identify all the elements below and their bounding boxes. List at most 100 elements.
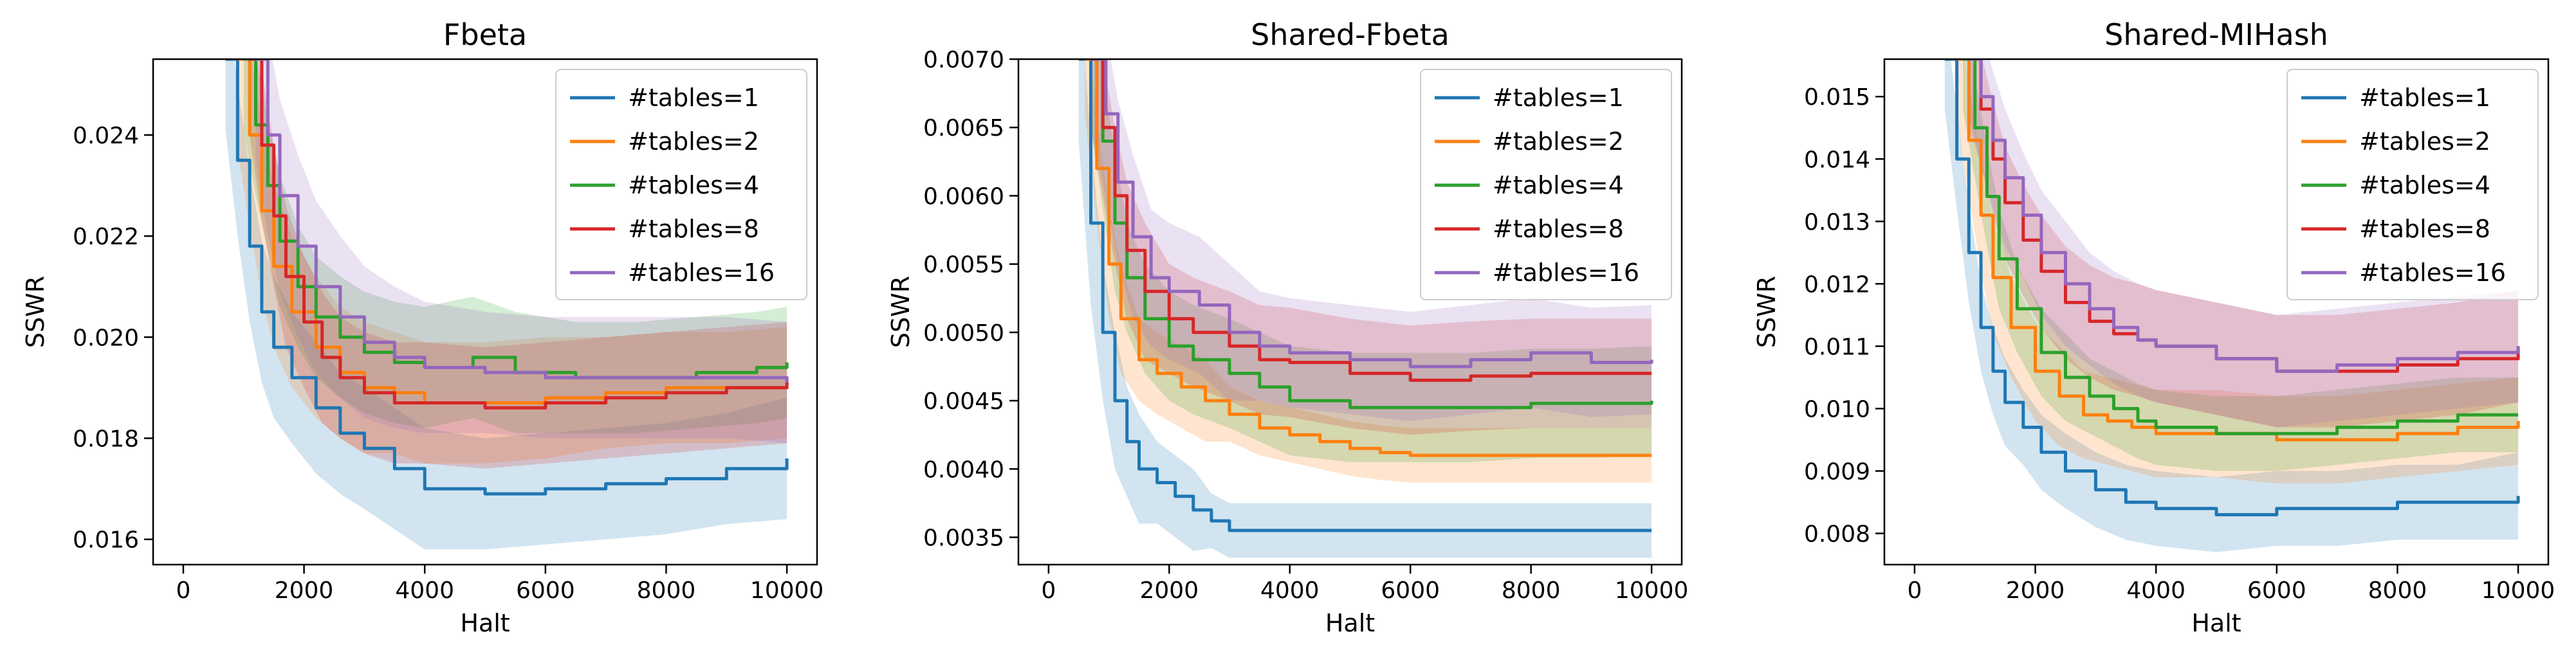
legend-label: #tables=1 (628, 84, 759, 112)
x-tick-label: 2000 (2006, 577, 2065, 604)
x-tick-label: 6000 (1381, 577, 1440, 604)
series-line-1 (1078, 59, 1652, 532)
legend-label: #tables=2 (1493, 127, 1624, 156)
series-line-4 (250, 59, 789, 410)
series-band-5 (1094, 59, 1652, 421)
y-tick-label: 0.013 (1804, 209, 1870, 235)
x-axis-label: Halt (1325, 609, 1375, 637)
y-tick-label: 0.010 (1804, 396, 1870, 422)
x-tick-label: 8000 (637, 577, 696, 604)
plot-area (1078, 59, 1653, 558)
series-line-5 (1969, 59, 2520, 373)
legend-label: #tables=4 (1493, 171, 1624, 199)
legend-box (555, 69, 807, 300)
y-tick-label: 0.024 (73, 123, 139, 149)
x-tick-label: 8000 (1502, 577, 1561, 604)
series-line-5 (255, 59, 789, 383)
x-tick-label: 10000 (1615, 577, 1689, 604)
x-tick-label: 4000 (1260, 577, 1320, 604)
series-band-2 (1956, 59, 2519, 484)
series-band-5 (1969, 59, 2519, 428)
series-band-5 (255, 59, 787, 444)
legend-label: #tables=2 (628, 127, 759, 156)
x-tick-label: 2000 (275, 577, 334, 604)
x-tick-label: 8000 (2368, 577, 2427, 604)
series-line-4 (1090, 59, 1652, 382)
y-tick-label: 0.011 (1804, 334, 1870, 360)
series-band-2 (1085, 59, 1652, 483)
legend-label: #tables=8 (628, 215, 759, 243)
chart-title: Shared-Fbeta (1251, 17, 1449, 52)
series-band-3 (1963, 59, 2519, 471)
y-tick-label: 0.0035 (923, 525, 1004, 552)
series-line-5 (1094, 59, 1653, 368)
legend-label: #tables=16 (1493, 259, 1639, 287)
y-tick-label: 0.0060 (923, 183, 1004, 210)
y-tick-label: 0.022 (73, 224, 139, 250)
chart-title: Shared-MIHash (2104, 17, 2328, 52)
y-tick-label: 0.0050 (923, 320, 1004, 347)
y-tick-label: 0.0065 (923, 115, 1004, 141)
y-tick-label: 0.018 (73, 426, 139, 453)
series-band-1 (1078, 59, 1652, 558)
chart-title: Fbeta (443, 17, 527, 52)
legend-label: #tables=8 (1493, 215, 1624, 243)
legend-box (2286, 69, 2539, 300)
x-tick-label: 10000 (750, 577, 824, 604)
y-tick-label: 0.020 (73, 325, 139, 351)
legend-label: #tables=4 (2359, 171, 2490, 199)
series-line-3 (1963, 59, 2519, 435)
x-tick-label: 10000 (2481, 577, 2555, 604)
y-tick-label: 0.0045 (923, 388, 1004, 415)
plot-frame (1883, 58, 2550, 566)
plot-area (1944, 59, 2520, 552)
plot-area (225, 59, 789, 550)
y-tick-label: 0.014 (1804, 147, 1870, 173)
legend-label: #tables=16 (2359, 259, 2506, 287)
series-band-2 (237, 59, 787, 464)
y-tick-label: 0.0055 (923, 252, 1004, 278)
plot-frame (152, 58, 818, 566)
x-tick-label: 6000 (2247, 577, 2306, 604)
legend-label: #tables=1 (2359, 84, 2490, 112)
chart-panel-1: 0 2000 4000 6000 8000 10000 0.016 0.018 0.020 0.0… (21, 17, 824, 637)
x-tick-label: 4000 (2126, 577, 2185, 604)
x-axis-label: Halt (2191, 609, 2241, 637)
series-band-1 (225, 59, 787, 550)
series-band-4 (1969, 59, 2519, 428)
chart-panel-2: 0 2000 4000 6000 8000 10000 0.0035 0.0040 0.0045… (887, 17, 1689, 637)
x-tick-label: 0 (1041, 577, 1056, 604)
plot-frame (1017, 58, 1683, 566)
series-band-3 (243, 59, 787, 433)
x-axis-label: Halt (460, 609, 510, 637)
y-tick-label: 0.009 (1804, 459, 1870, 485)
x-tick-label: 6000 (516, 577, 575, 604)
legend-label: #tables=1 (1493, 84, 1624, 112)
y-axis-label: SSWR (887, 276, 915, 348)
legend-label: #tables=8 (2359, 215, 2490, 243)
x-tick-label: 2000 (1140, 577, 1199, 604)
legend-label: #tables=16 (628, 259, 775, 287)
y-tick-label: 0.008 (1804, 521, 1870, 547)
series-line-2 (1085, 59, 1652, 457)
y-tick-label: 0.0070 (923, 47, 1004, 73)
y-tick-label: 0.015 (1804, 84, 1870, 111)
series-line-3 (1090, 59, 1653, 410)
series-line-1 (225, 59, 789, 496)
y-tick-label: 0.012 (1804, 271, 1870, 298)
x-tick-label: 0 (1907, 577, 1922, 604)
series-line-2 (1956, 59, 2520, 442)
y-tick-label: 0.0040 (923, 457, 1004, 483)
series-band-4 (250, 59, 787, 469)
legend: #tables=1 #tables=2 #tables=4 #tables=8 #tab… (555, 69, 807, 300)
legend-box (1420, 69, 1672, 300)
series-line-1 (1944, 59, 2520, 516)
chart-panel-3: 0 2000 4000 6000 8000 10000 0.008 0.009 0.010 0.0… (1753, 17, 2555, 637)
legend-label: #tables=4 (628, 171, 759, 199)
x-tick-label: 0 (176, 577, 190, 604)
legend: #tables=1 #tables=2 #tables=4 #tables=8 #tab… (1420, 69, 1672, 300)
legend: #tables=1 #tables=2 #tables=4 #tables=8 #tab… (2286, 69, 2539, 300)
x-tick-label: 4000 (395, 577, 454, 604)
y-tick-label: 0.016 (73, 527, 139, 554)
